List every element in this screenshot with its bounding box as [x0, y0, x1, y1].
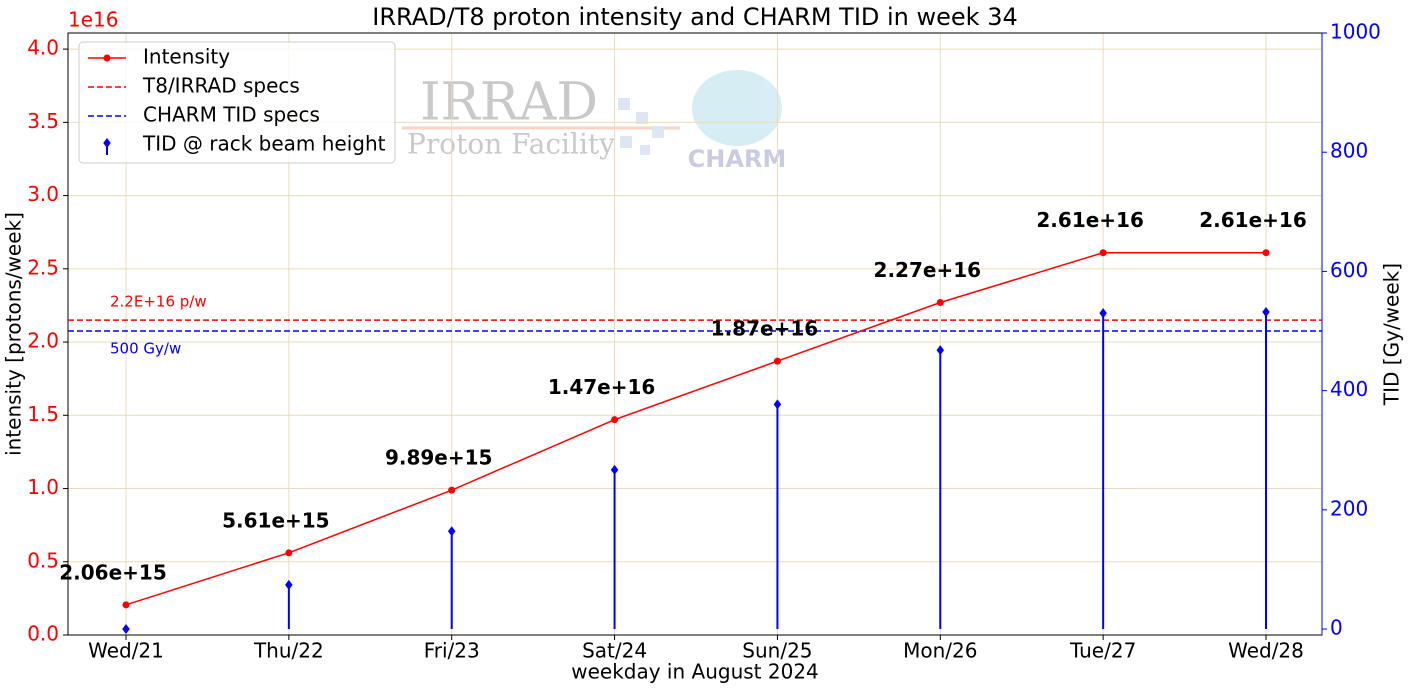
intensity-point	[611, 416, 619, 424]
x-tick-label: Wed/21	[88, 639, 164, 663]
x-axis-label: weekday in August 2024	[571, 660, 819, 684]
data-label: 2.27e+16	[874, 258, 982, 282]
y-offset-label: 1e16	[68, 8, 118, 32]
y-tick-label: 3.0	[27, 182, 59, 206]
x-tick-label: Sat/24	[582, 639, 647, 663]
chart-title: IRRAD/T8 proton intensity and CHARM TID …	[372, 3, 1017, 31]
y2-tick-label: 0	[1330, 616, 1343, 640]
y2-tick-label: 400	[1330, 377, 1368, 401]
data-label: 5.61e+15	[222, 508, 330, 532]
x-tick-label: Sun/25	[742, 639, 812, 663]
y-tick-label: 0.5	[27, 548, 59, 572]
watermark-irrad-sub: Proton Facility	[407, 128, 615, 161]
intensity-point	[448, 486, 456, 494]
y-tick-label: 3.5	[27, 109, 59, 133]
y2-tick-label: 1000	[1330, 20, 1381, 44]
y-tick-label: 4.0	[27, 36, 59, 60]
data-label: 2.61e+16	[1199, 208, 1307, 232]
legend-label: Intensity	[143, 45, 230, 69]
watermark-square	[618, 98, 630, 110]
data-label: 2.06e+15	[59, 560, 167, 584]
y-tick-label: 2.5	[27, 255, 59, 279]
y2-tick-label: 200	[1330, 496, 1368, 520]
legend-label: TID @ rack beam height	[142, 132, 386, 156]
intensity-point	[1099, 249, 1107, 257]
legend-swatch	[103, 54, 111, 62]
x-tick-label: Wed/28	[1228, 639, 1304, 663]
tid-marker	[447, 526, 456, 537]
watermark: IRRAD Proton Facility CHARM	[402, 70, 786, 173]
x-tick-label: Fri/23	[424, 639, 480, 663]
data-label: 1.87e+16	[711, 317, 819, 341]
watermark-square	[620, 136, 632, 148]
intensity-point	[936, 299, 944, 307]
y2-axis-label: TID [Gy/week]	[1380, 263, 1404, 406]
legend: Intensity T8/IRRAD specs CHARM TID specs TI…	[78, 41, 396, 164]
y-tick-label: 0.0	[27, 622, 59, 646]
watermark-charm: CHARM	[688, 145, 787, 173]
intensity-point	[285, 549, 293, 557]
legend-label: CHARM TID specs	[143, 103, 320, 127]
tid-marker	[122, 624, 130, 635]
tid-marker	[1099, 308, 1107, 319]
legend-box	[78, 41, 396, 164]
data-label: 1.47e+16	[548, 375, 656, 399]
tid-marker	[773, 399, 782, 410]
spec-label: 2.2E+16 p/w	[110, 293, 207, 311]
y-axis-label: intensity [protons/week]	[2, 212, 26, 456]
y2-tick-label: 600	[1330, 258, 1368, 282]
intensity-point	[773, 357, 781, 365]
watermark-square	[640, 145, 650, 155]
watermark-charm-logo	[692, 70, 782, 146]
data-label: 9.89e+15	[385, 446, 493, 470]
y-tick-label: 1.5	[27, 402, 59, 426]
legend-swatch	[103, 138, 111, 148]
tid-marker	[610, 464, 619, 475]
tid-marker	[1262, 306, 1270, 317]
tid-marker	[936, 345, 945, 356]
x-tick-label: Mon/26	[903, 639, 977, 663]
watermark-square	[652, 126, 664, 138]
spec-label: 500 Gy/w	[110, 340, 181, 358]
data-label: 2.61e+16	[1036, 208, 1144, 232]
tid-marker	[285, 579, 293, 590]
y2-tick-label: 800	[1330, 139, 1368, 163]
watermark-irrad: IRRAD	[420, 73, 598, 133]
legend-label: T8/IRRAD specs	[142, 74, 300, 98]
intensity-line	[125, 251, 1266, 606]
intensity-point	[1262, 249, 1270, 257]
x-tick-label: Thu/22	[253, 639, 324, 663]
y-tick-label: 1.0	[27, 475, 59, 499]
watermark-square	[636, 112, 648, 124]
y-tick-label: 2.0	[27, 329, 59, 353]
intensity-point	[122, 601, 130, 609]
x-tick-label: Tue/27	[1069, 639, 1136, 663]
